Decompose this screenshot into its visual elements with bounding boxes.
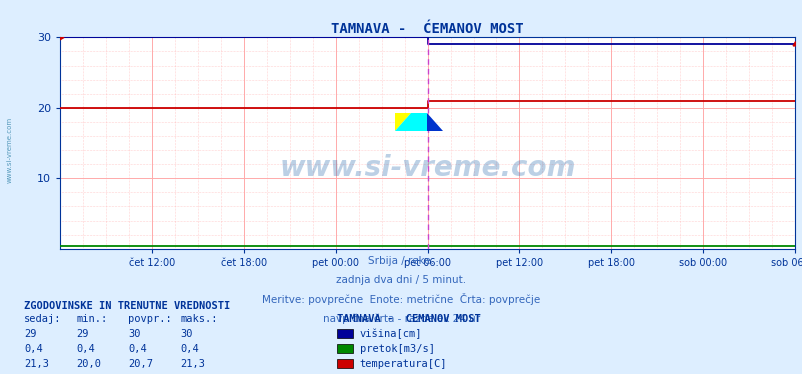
Text: www.si-vreme.com: www.si-vreme.com xyxy=(6,117,12,183)
Text: Meritve: povprečne  Enote: metrične  Črta: povprečje: Meritve: povprečne Enote: metrične Črta:… xyxy=(262,292,540,304)
Text: 29: 29 xyxy=(24,329,37,338)
Text: temperatura[C]: temperatura[C] xyxy=(359,359,447,368)
Text: 21,3: 21,3 xyxy=(24,359,49,368)
Text: 0,4: 0,4 xyxy=(24,344,43,353)
Text: 29: 29 xyxy=(76,329,89,338)
Polygon shape xyxy=(394,113,410,131)
Title: TAMNAVA -  ĆEMANOV MOST: TAMNAVA - ĆEMANOV MOST xyxy=(331,22,523,36)
Text: 21,3: 21,3 xyxy=(180,359,205,368)
Text: TAMNAVA -  CEMANOV MOST: TAMNAVA - CEMANOV MOST xyxy=(337,315,480,324)
Text: min.:: min.: xyxy=(76,315,107,324)
Text: 20,7: 20,7 xyxy=(128,359,153,368)
Text: zadnja dva dni / 5 minut.: zadnja dva dni / 5 minut. xyxy=(336,275,466,285)
Text: 30: 30 xyxy=(128,329,141,338)
Text: povpr.:: povpr.: xyxy=(128,315,172,324)
Text: 20,0: 20,0 xyxy=(76,359,101,368)
Text: 30: 30 xyxy=(180,329,193,338)
Text: 0,4: 0,4 xyxy=(180,344,199,353)
Text: višina[cm]: višina[cm] xyxy=(359,328,422,338)
Text: 0,4: 0,4 xyxy=(128,344,147,353)
Text: maks.:: maks.: xyxy=(180,315,218,324)
Text: 0,4: 0,4 xyxy=(76,344,95,353)
Text: Srbija / reke.: Srbija / reke. xyxy=(368,256,434,266)
Text: pretok[m3/s]: pretok[m3/s] xyxy=(359,344,434,353)
Polygon shape xyxy=(427,113,443,131)
Text: www.si-vreme.com: www.si-vreme.com xyxy=(279,154,575,183)
Text: ZGODOVINSKE IN TRENUTNE VREDNOSTI: ZGODOVINSKE IN TRENUTNE VREDNOSTI xyxy=(24,301,230,310)
Polygon shape xyxy=(394,113,427,131)
Text: sedaj:: sedaj: xyxy=(24,315,62,324)
Text: navpična črta - razdelek 24 ur: navpična črta - razdelek 24 ur xyxy=(322,313,480,324)
